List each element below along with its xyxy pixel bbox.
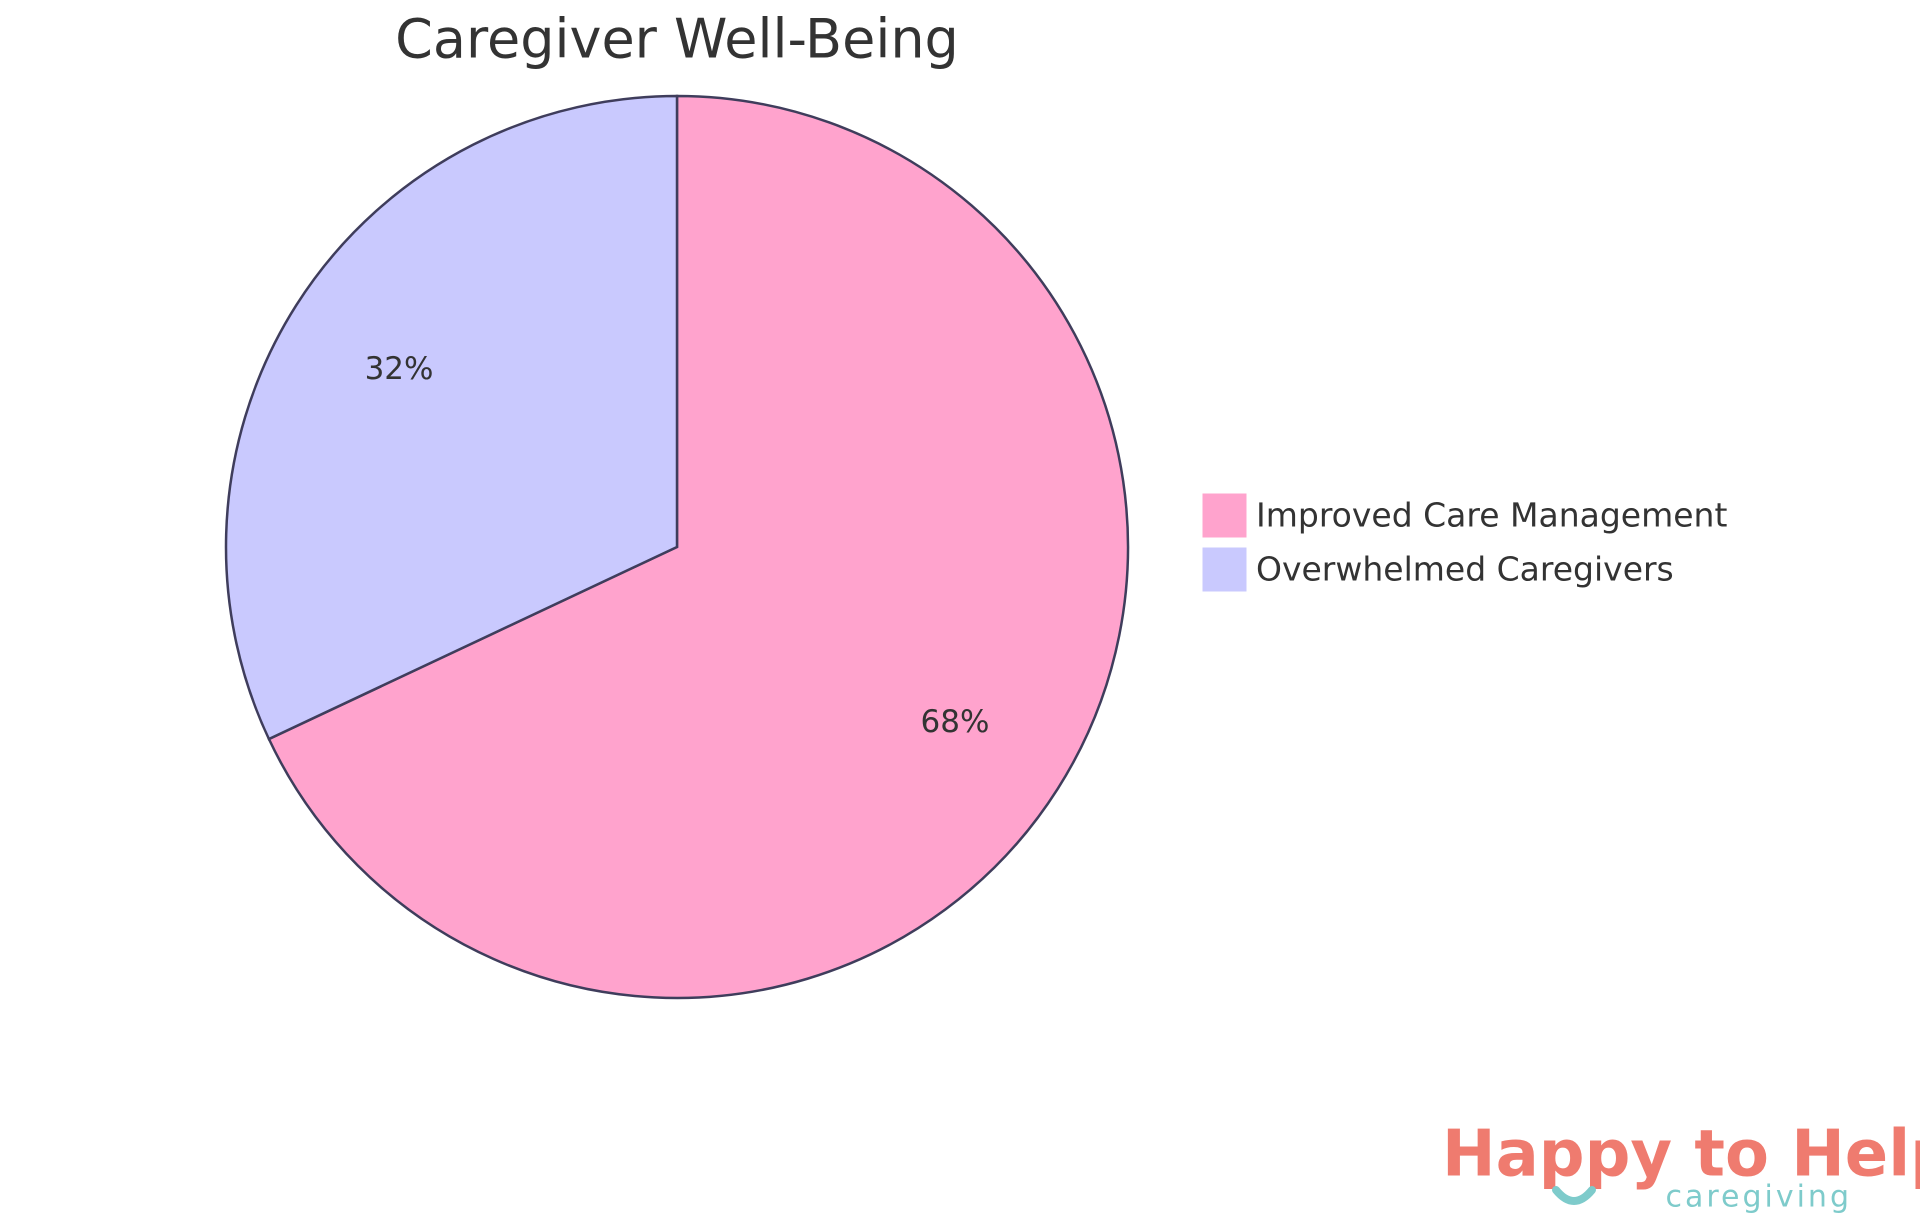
pie-slice: [224, 94, 679, 741]
legend-label: Improved Care Management: [1256, 496, 1727, 535]
slice-label: 32%: [365, 351, 434, 387]
legend-label: Overwhelmed Caregivers: [1256, 550, 1674, 589]
slice-label: 68%: [921, 704, 990, 740]
pie-slice: [267, 94, 1130, 1000]
logo-smile: [1552, 1186, 1596, 1205]
logo: Happy to Help caregiving: [1442, 1118, 1920, 1215]
logo-subtitle: caregiving: [1665, 1180, 1852, 1215]
logo-title: Happy to Help: [1442, 1118, 1920, 1192]
chart-title: Caregiver Well-Being: [395, 8, 959, 71]
legend-swatch: [1201, 546, 1248, 593]
legend-swatch: [1201, 492, 1248, 539]
